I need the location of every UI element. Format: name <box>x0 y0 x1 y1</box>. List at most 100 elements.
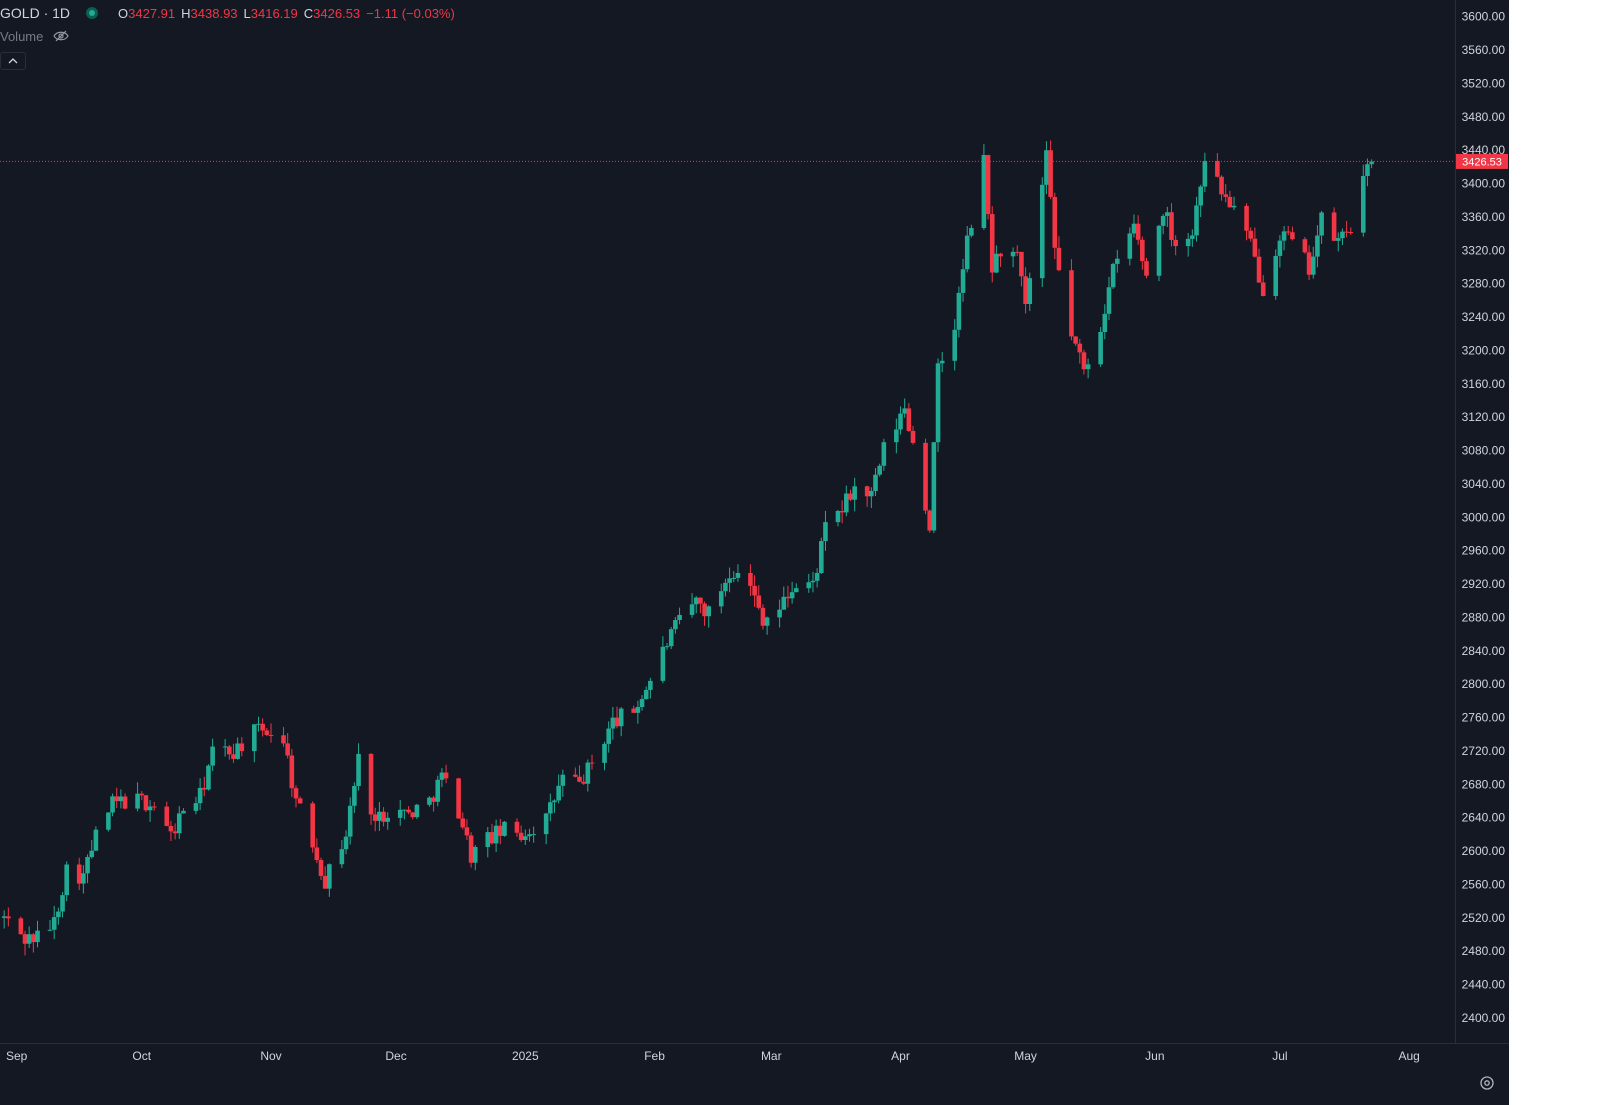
candle[interactable] <box>823 510 828 551</box>
candle[interactable] <box>1014 245 1020 256</box>
candle[interactable] <box>1302 237 1308 254</box>
candle[interactable] <box>339 840 345 868</box>
candle[interactable] <box>585 759 591 792</box>
candle[interactable] <box>343 830 349 855</box>
candle[interactable] <box>935 358 941 452</box>
candle[interactable] <box>60 891 65 918</box>
candle[interactable] <box>297 796 303 804</box>
candle[interactable] <box>939 351 945 373</box>
candle[interactable] <box>581 774 586 785</box>
candle[interactable] <box>1131 214 1137 238</box>
candle[interactable] <box>231 743 236 763</box>
candle[interactable] <box>789 581 795 604</box>
candle[interactable] <box>135 782 140 812</box>
chart-container[interactable]: 3600.00 3560.00 3520.00 3480.00 3440.00 3400.… <box>0 0 1553 1105</box>
candle[interactable] <box>1285 225 1291 236</box>
candle[interactable] <box>998 252 1003 267</box>
candle[interactable] <box>839 500 845 524</box>
candle[interactable] <box>114 787 120 808</box>
candle[interactable] <box>748 564 753 596</box>
candle[interactable] <box>677 607 682 625</box>
candle[interactable] <box>764 616 770 635</box>
candle[interactable] <box>1248 227 1254 242</box>
candle[interactable] <box>314 838 320 864</box>
candle[interactable] <box>427 796 432 807</box>
candle[interactable] <box>201 776 207 797</box>
candle[interactable] <box>1044 141 1049 195</box>
candle[interactable] <box>489 823 495 845</box>
candle[interactable] <box>26 926 32 948</box>
candle[interactable] <box>151 802 157 811</box>
candle[interactable] <box>1023 267 1028 314</box>
candle[interactable] <box>910 425 916 445</box>
collapse-legend-button[interactable] <box>0 52 26 70</box>
candle[interactable] <box>1277 235 1283 268</box>
candle[interactable] <box>1010 247 1016 268</box>
candle[interactable] <box>1340 228 1345 246</box>
candle[interactable] <box>410 812 416 820</box>
candle[interactable] <box>819 537 824 575</box>
candle[interactable] <box>485 826 491 858</box>
candle[interactable] <box>777 599 782 628</box>
candle[interactable] <box>1160 213 1166 235</box>
candle[interactable] <box>985 154 991 220</box>
candle[interactable] <box>435 775 441 807</box>
candle[interactable] <box>1027 272 1033 311</box>
candle[interactable] <box>1156 224 1162 282</box>
candle[interactable] <box>560 769 566 797</box>
candle[interactable] <box>139 791 145 801</box>
candle[interactable] <box>377 802 382 831</box>
candle[interactable] <box>548 793 553 822</box>
candle[interactable] <box>252 723 257 763</box>
candle[interactable] <box>406 806 411 815</box>
candle[interactable] <box>1365 158 1370 187</box>
candle[interactable] <box>785 585 791 608</box>
candle[interactable] <box>1056 236 1062 272</box>
candle[interactable] <box>1106 276 1112 321</box>
candle[interactable] <box>881 438 887 471</box>
candle[interactable] <box>673 617 678 634</box>
candle[interactable] <box>1073 336 1078 346</box>
candle[interactable] <box>431 795 436 812</box>
candle[interactable] <box>81 865 86 894</box>
candle[interactable] <box>460 812 466 830</box>
candle[interactable] <box>1198 184 1203 218</box>
candle[interactable] <box>210 738 215 772</box>
candle[interactable] <box>648 677 653 699</box>
candle[interactable] <box>518 825 524 843</box>
candle[interactable] <box>1310 246 1316 279</box>
candle[interactable] <box>873 467 878 496</box>
candle[interactable] <box>806 573 812 593</box>
candle[interactable] <box>543 812 549 845</box>
candle[interactable] <box>994 245 999 273</box>
candle[interactable] <box>848 489 853 501</box>
candle[interactable] <box>1202 152 1208 193</box>
candle[interactable] <box>614 706 620 729</box>
candle[interactable] <box>1281 225 1287 251</box>
candle[interactable] <box>1102 304 1108 340</box>
candle[interactable] <box>898 406 903 435</box>
candle[interactable] <box>293 785 299 808</box>
candle[interactable] <box>631 705 636 714</box>
candle[interactable] <box>110 793 115 817</box>
candle[interactable] <box>206 764 211 791</box>
candle[interactable] <box>35 920 40 948</box>
candle[interactable] <box>906 403 912 432</box>
candle[interactable] <box>239 737 245 757</box>
candle[interactable] <box>698 597 703 614</box>
candle[interactable] <box>1348 227 1354 235</box>
candle[interactable] <box>864 485 870 507</box>
candle[interactable] <box>1039 177 1045 287</box>
candle[interactable] <box>981 144 987 230</box>
candle[interactable] <box>635 700 641 724</box>
candle[interactable] <box>47 919 53 932</box>
candle[interactable] <box>118 789 124 809</box>
candle[interactable] <box>327 863 332 897</box>
volume-legend[interactable]: Volume <box>0 28 70 44</box>
candle[interactable] <box>172 823 178 840</box>
candle[interactable] <box>18 916 24 935</box>
candle[interactable] <box>289 749 295 798</box>
candle[interactable] <box>1185 232 1191 257</box>
candle[interactable] <box>106 812 111 832</box>
candle[interactable] <box>352 782 357 813</box>
